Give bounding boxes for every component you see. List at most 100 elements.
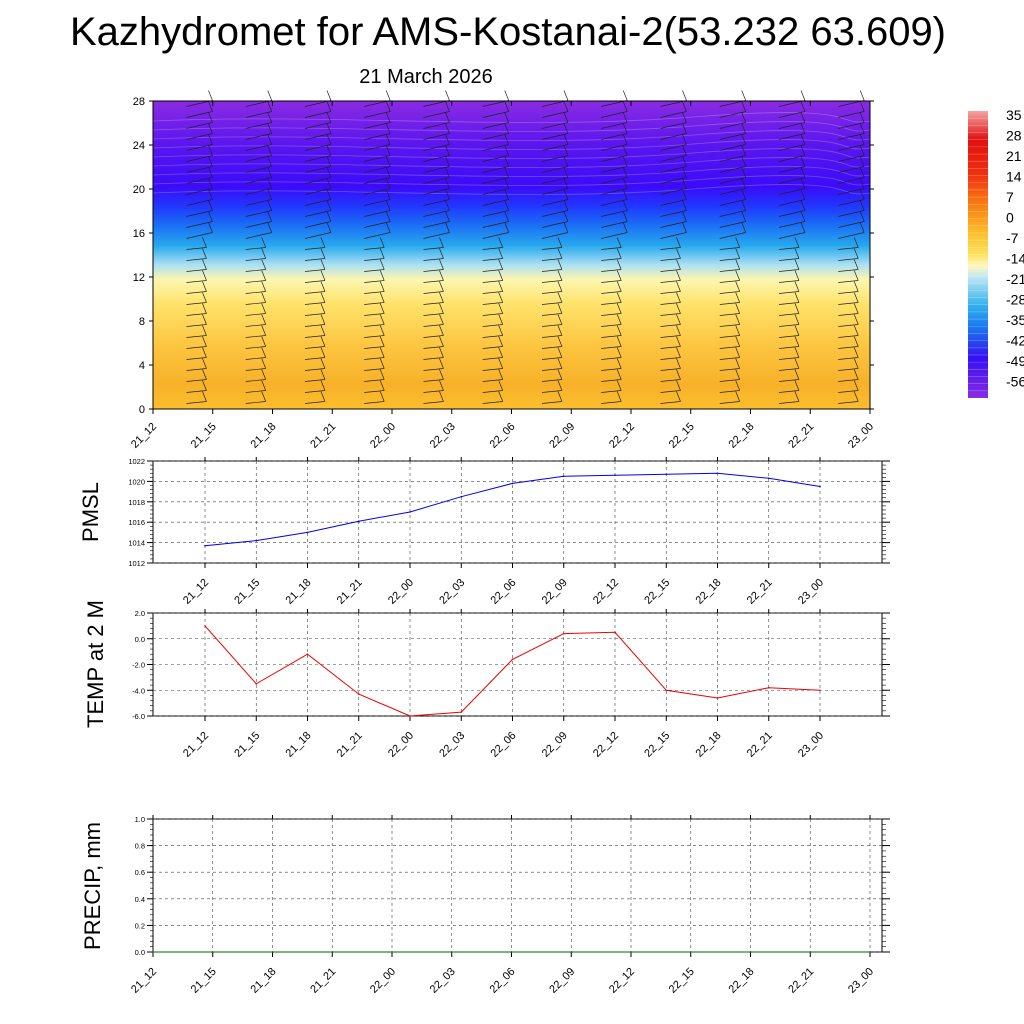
wind-barb bbox=[186, 156, 213, 173]
wind-barb bbox=[482, 259, 504, 272]
wind-barb bbox=[304, 347, 326, 360]
x-tick-label: 22_18 bbox=[694, 577, 724, 607]
x-tick-label: 22_12 bbox=[591, 730, 621, 760]
wind-barb bbox=[719, 134, 747, 151]
wind-barb bbox=[364, 237, 385, 250]
wind-barb bbox=[778, 156, 806, 173]
wind-barb bbox=[838, 281, 859, 294]
wind-barb bbox=[541, 391, 563, 404]
x-tick-label: 21_21 bbox=[335, 577, 365, 607]
wind-barb bbox=[482, 325, 504, 338]
wind-barb bbox=[601, 222, 628, 239]
y-tick-label: 0.0 bbox=[135, 948, 145, 957]
wind-barb bbox=[778, 259, 800, 272]
wind-barb bbox=[364, 200, 391, 217]
wind-barb bbox=[838, 112, 865, 129]
y-tick-label: 0.4 bbox=[135, 895, 145, 904]
colorbar-label: 21 bbox=[1006, 148, 1022, 164]
y-tick-label: 12 bbox=[133, 272, 145, 284]
wind-barb bbox=[482, 237, 504, 250]
wind-barb bbox=[541, 248, 563, 261]
precip-panel: 0.0 0.2 0.4 0.6 0.8 1.0 21_12 21_15 21_18 21_21 22… bbox=[80, 815, 890, 996]
wind-barb bbox=[364, 134, 391, 151]
wind-barb bbox=[186, 145, 213, 162]
wind-barb bbox=[304, 134, 332, 151]
wind-barb bbox=[660, 391, 681, 404]
wind-barb bbox=[601, 292, 622, 305]
wind-barb bbox=[719, 391, 741, 404]
contour-line bbox=[152, 184, 871, 195]
wind-barb bbox=[660, 380, 681, 393]
wind-barb bbox=[364, 145, 391, 162]
x-tick-label: 22_03 bbox=[428, 421, 458, 451]
contour-line bbox=[152, 130, 871, 141]
wind-barb bbox=[778, 314, 800, 327]
wind-barb bbox=[541, 211, 569, 228]
wind-barb bbox=[838, 270, 859, 283]
wind-barb bbox=[778, 167, 806, 184]
colorbar-label: -35 bbox=[1006, 312, 1024, 328]
wind-barb bbox=[304, 237, 326, 250]
wind-barb bbox=[601, 303, 622, 316]
wind-barb bbox=[660, 292, 681, 305]
wind-barb bbox=[838, 222, 865, 239]
wind-barb bbox=[186, 281, 207, 294]
wind-barb bbox=[364, 347, 385, 360]
x-tick-label: 23_00 bbox=[846, 966, 876, 996]
wind-barb bbox=[364, 178, 391, 195]
wind-barb bbox=[541, 156, 569, 173]
wind-barb bbox=[660, 358, 681, 371]
precip-point bbox=[809, 951, 812, 953]
wind-barb bbox=[423, 303, 444, 316]
wind-barb bbox=[660, 211, 687, 228]
x-tick-label: 22_21 bbox=[786, 966, 816, 996]
wind-barb bbox=[186, 380, 207, 393]
wind-barb bbox=[245, 167, 273, 184]
x-tick-label: 22_03 bbox=[437, 730, 467, 760]
wind-barb bbox=[541, 145, 569, 162]
wind-barb bbox=[423, 123, 450, 140]
wind-barb bbox=[838, 336, 859, 349]
wind-barb bbox=[245, 112, 273, 129]
wind-barb bbox=[304, 167, 332, 184]
wind-barb bbox=[778, 270, 800, 283]
colorbar-label: -14 bbox=[1006, 251, 1024, 267]
pmsl-ylabel: PMSL bbox=[78, 482, 103, 542]
precip-ylabel: PRECIP, mm bbox=[80, 822, 105, 950]
wind-barb bbox=[482, 189, 510, 206]
y-tick-label: 28 bbox=[133, 96, 145, 108]
x-tick-label: 22_12 bbox=[591, 577, 621, 607]
wind-barb bbox=[423, 292, 444, 305]
wind-barb bbox=[364, 189, 391, 206]
wind-barb bbox=[423, 101, 450, 118]
x-tick-label: 22_18 bbox=[727, 966, 757, 996]
wind-barb bbox=[660, 178, 687, 195]
wind-barb bbox=[601, 178, 628, 195]
wind-barb bbox=[304, 281, 326, 294]
wind-barb bbox=[304, 369, 326, 382]
wind-barb bbox=[304, 123, 332, 140]
x-tick-label: 21_18 bbox=[284, 730, 314, 760]
wind-barb bbox=[660, 259, 681, 272]
wind-barb bbox=[364, 281, 385, 294]
wind-barb bbox=[364, 292, 385, 305]
wind-barb bbox=[719, 292, 741, 305]
precip-point bbox=[689, 951, 692, 953]
wind-barb bbox=[482, 178, 510, 195]
x-tick-label: 22_18 bbox=[727, 421, 757, 451]
wind-barb bbox=[304, 178, 332, 195]
x-tick-label: 22_21 bbox=[745, 577, 775, 607]
wind-barb bbox=[364, 314, 385, 327]
x-tick-label: 22_06 bbox=[488, 421, 518, 451]
x-tick-label: 22_21 bbox=[745, 730, 775, 760]
wind-barb bbox=[186, 259, 207, 272]
wind-barb bbox=[245, 178, 273, 195]
wind-barb bbox=[423, 211, 450, 228]
wind-barb bbox=[838, 134, 865, 151]
chart-subtitle: 21 March 2026 bbox=[359, 66, 493, 88]
x-tick-label: 22_12 bbox=[607, 966, 637, 996]
y-tick-label: 1022 bbox=[128, 457, 145, 466]
pmsl-point bbox=[357, 520, 360, 522]
wind-barb bbox=[364, 391, 385, 404]
wind-barb bbox=[778, 123, 806, 140]
